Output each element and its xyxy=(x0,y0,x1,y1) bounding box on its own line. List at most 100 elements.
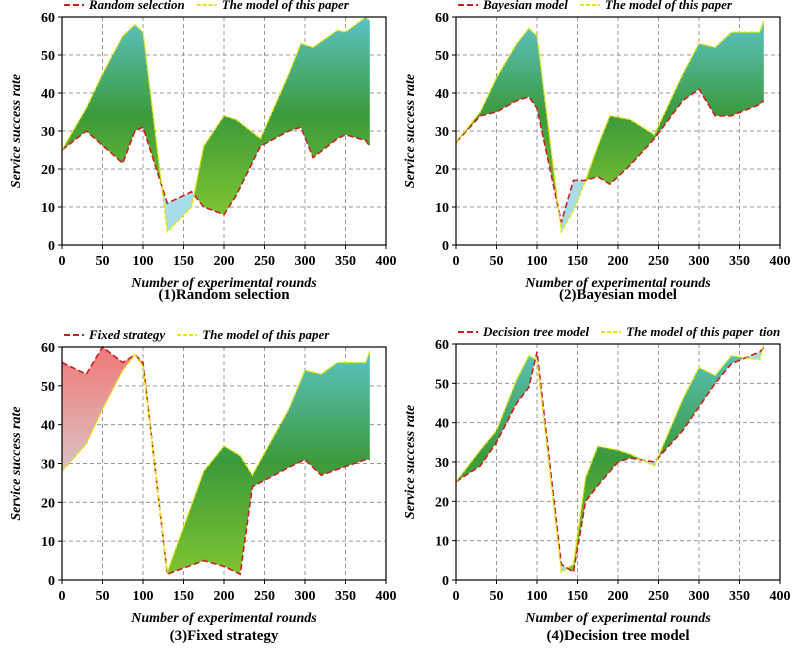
y-tick-label: 20 xyxy=(41,163,55,178)
legend-label: Fixed strategy xyxy=(88,327,165,342)
x-tick-label: 150 xyxy=(567,589,588,604)
x-tick-label: 0 xyxy=(453,254,460,269)
x-tick-label: 300 xyxy=(295,589,316,604)
x-axis-title: Number of experimental rounds xyxy=(524,611,711,626)
y-tick-label: 10 xyxy=(435,535,449,550)
x-tick-label: 100 xyxy=(527,254,548,269)
y-tick-label: 60 xyxy=(435,338,449,353)
x-tick-label: 400 xyxy=(770,254,791,269)
y-tick-label: 40 xyxy=(41,419,55,434)
chart-panel-4: 0 50 100 150 200 250 300 350 400 0 10 20 30 40 50 60 Num… xyxy=(403,324,791,644)
y-axis-title: Service success rate xyxy=(9,406,24,520)
y-tick-label: 30 xyxy=(435,456,449,471)
chart-panel-1: 0 50 100 150 200 250 300 350 400 0 10 20 30 40 50 60 Num… xyxy=(9,0,397,303)
x-tick-label: 350 xyxy=(729,589,750,604)
y-tick-label: 0 xyxy=(48,239,55,254)
panel-caption: (3)Fixed strategy xyxy=(170,628,279,644)
y-tick-label: 10 xyxy=(41,201,55,216)
y-tick-label: 50 xyxy=(435,49,449,64)
legend-suffix: tion xyxy=(759,324,780,339)
y-tick-label: 40 xyxy=(435,87,449,102)
y-tick-label: 40 xyxy=(435,417,449,432)
x-tick-label: 100 xyxy=(133,589,154,604)
x-tick-label: 350 xyxy=(729,254,750,269)
y-tick-label: 20 xyxy=(435,495,449,510)
series-line-baseline xyxy=(455,347,765,574)
y-tick-label: 60 xyxy=(41,11,55,26)
y-tick-label: 0 xyxy=(442,574,449,589)
area-model-below xyxy=(558,180,586,232)
x-tick-label: 50 xyxy=(96,589,110,604)
series-line-baseline xyxy=(61,345,370,576)
x-tick-label: 250 xyxy=(648,589,669,604)
series-line-baseline xyxy=(455,88,765,223)
y-tick-label: 0 xyxy=(48,574,55,589)
x-tick-label: 350 xyxy=(335,589,356,604)
x-tick-label: 250 xyxy=(254,589,275,604)
y-tick-label: 10 xyxy=(41,535,55,550)
x-axis-title: Number of experimental rounds xyxy=(524,276,711,291)
legend-label: Decision tree model xyxy=(482,324,590,339)
legend-label: The model of this paper xyxy=(605,0,733,12)
x-tick-label: 50 xyxy=(490,254,504,269)
area-model-above xyxy=(456,20,764,209)
x-tick-label: 200 xyxy=(214,254,235,269)
y-axis-title: Service success rate xyxy=(9,74,24,188)
x-tick-label: 50 xyxy=(490,589,504,604)
area-model-above xyxy=(62,17,370,215)
legend-label: The model of this paper xyxy=(202,327,330,342)
x-tick-label: 150 xyxy=(173,589,194,604)
panel-caption: (2)Bayesian model xyxy=(559,287,677,303)
series-line-model xyxy=(455,343,765,574)
x-tick-label: 400 xyxy=(376,589,397,604)
x-tick-label: 0 xyxy=(453,589,460,604)
x-tick-label: 150 xyxy=(173,254,194,269)
x-tick-label: 0 xyxy=(59,589,66,604)
chart-panel-3: 0 50 100 150 200 250 300 350 400 0 10 20 30 40 50 60 Num… xyxy=(9,327,397,644)
x-axis-title: Number of experimental rounds xyxy=(130,276,317,291)
x-tick-label: 250 xyxy=(648,254,669,269)
x-tick-label: 0 xyxy=(59,254,66,269)
y-tick-label: 50 xyxy=(435,377,449,392)
y-tick-label: 50 xyxy=(41,380,55,395)
legend-label: Bayesian model xyxy=(482,0,568,12)
x-tick-label: 100 xyxy=(527,589,548,604)
y-tick-label: 30 xyxy=(435,125,449,140)
x-tick-label: 200 xyxy=(608,254,629,269)
y-tick-label: 60 xyxy=(41,341,55,356)
x-tick-label: 400 xyxy=(770,589,791,604)
y-axis-title: Service success rate xyxy=(403,405,418,519)
x-tick-label: 100 xyxy=(133,254,154,269)
area-model-below xyxy=(161,185,195,232)
series-line-baseline xyxy=(61,126,371,216)
series-line-model xyxy=(61,16,371,234)
x-axis-title: Number of experimental rounds xyxy=(130,611,317,626)
y-tick-label: 30 xyxy=(41,125,55,140)
y-tick-label: 10 xyxy=(435,201,449,216)
x-tick-label: 200 xyxy=(214,589,235,604)
panel-caption: (4)Decision tree model xyxy=(546,628,689,644)
chart-panel-2: 0 50 100 150 200 250 300 350 400 0 10 20 30 40 50 60 Num… xyxy=(403,0,791,303)
x-tick-label: 300 xyxy=(689,254,710,269)
area-model-above xyxy=(159,350,370,575)
y-tick-label: 0 xyxy=(442,239,449,254)
x-tick-label: 50 xyxy=(96,254,110,269)
legend-label: Random selection xyxy=(88,0,185,12)
y-tick-label: 20 xyxy=(41,496,55,511)
series-line-model xyxy=(455,20,765,234)
y-tick-label: 30 xyxy=(41,458,55,473)
area-model-above xyxy=(456,344,764,573)
panel-caption: (1)Random selection xyxy=(158,287,290,303)
x-tick-label: 400 xyxy=(376,254,397,269)
x-tick-label: 300 xyxy=(295,254,316,269)
x-tick-label: 250 xyxy=(254,254,275,269)
x-tick-label: 350 xyxy=(335,254,356,269)
x-tick-label: 200 xyxy=(608,589,629,604)
y-axis-title: Service success rate xyxy=(403,74,418,188)
y-tick-label: 50 xyxy=(41,49,55,64)
x-tick-label: 300 xyxy=(689,589,710,604)
x-tick-label: 150 xyxy=(567,254,588,269)
area-model-below xyxy=(62,347,160,504)
legend-label: The model of this paper xyxy=(222,0,350,12)
